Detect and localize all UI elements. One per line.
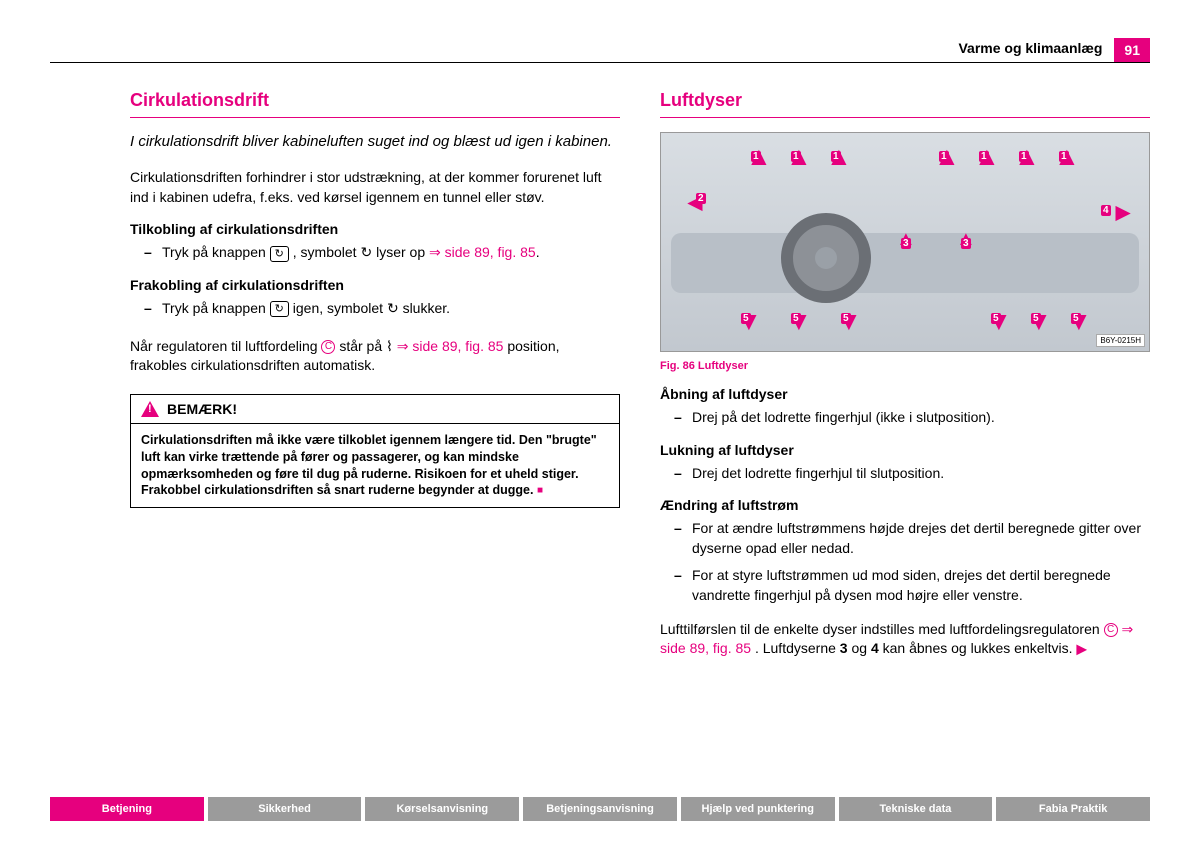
- right-item1: Drej på det lodrette fingerhjul (ikke i …: [660, 408, 1150, 428]
- regulator-c-icon: C: [1104, 623, 1118, 637]
- footer-tab[interactable]: Betjeningsanvisning: [523, 797, 677, 821]
- end-marker-icon: ■: [537, 485, 543, 496]
- vent-marker: 1: [831, 151, 841, 162]
- footer-tab[interactable]: Fabia Praktik: [996, 797, 1150, 821]
- defrost-icon: ⌇: [386, 338, 393, 354]
- vent-marker: 1: [939, 151, 949, 162]
- vent-marker: 1: [1019, 151, 1029, 162]
- cross-ref[interactable]: ⇒ side 89, fig. 85: [397, 338, 504, 354]
- vent-number: 3: [840, 640, 848, 656]
- right-title: Luftdyser: [660, 90, 1150, 118]
- warning-triangle-icon: [141, 401, 159, 417]
- vent-marker: 1: [1059, 151, 1069, 162]
- text: , symbolet: [293, 244, 361, 260]
- section-name: Varme og klimaanlæg: [958, 40, 1102, 56]
- right-sub2: Lukning af luftdyser: [660, 442, 1150, 458]
- recirc-button-icon: ↻: [270, 301, 289, 317]
- left-sub1: Tilkobling af cirkulationsdriften: [130, 221, 620, 237]
- recirc-symbol-icon: ↻: [387, 300, 399, 316]
- text: og: [851, 640, 870, 656]
- warning-header: BEMÆRK!: [131, 395, 619, 424]
- footer-tab[interactable]: Tekniske data: [839, 797, 993, 821]
- left-intro: I cirkulationsdrift bliver kabineluften …: [130, 132, 620, 152]
- regulator-c-icon: C: [321, 340, 335, 354]
- left-sub2: Frakobling af cirkulationsdriften: [130, 277, 620, 293]
- right-footnote: Lufttilførslen til de enkelte dyser inds…: [660, 620, 1150, 660]
- left-title: Cirkulationsdrift: [130, 90, 620, 118]
- warning-box: BEMÆRK! Cirkulationsdriften må ikke være…: [130, 394, 620, 509]
- page-header: Varme og klimaanlæg 91: [50, 38, 1150, 63]
- warning-body: Cirkulationsdriften må ikke være tilkobl…: [131, 424, 619, 508]
- left-column: Cirkulationsdrift I cirkulationsdrift bl…: [130, 90, 620, 771]
- warning-title: BEMÆRK!: [167, 401, 237, 417]
- left-item1: Tryk på knappen ↻ , symbolet ↻ lyser op …: [130, 243, 620, 263]
- vent-marker: 5: [841, 313, 851, 324]
- footer-tab[interactable]: Kørselsanvisning: [365, 797, 519, 821]
- vent-number: 4: [871, 640, 879, 656]
- vent-marker: 1: [791, 151, 801, 162]
- page-number: 91: [1114, 38, 1150, 62]
- figure-86: ▲ ▲ ▲ ▲ ▲ ▲ ▲ ▲ ▲ ▲ ▲ ▲ ▲ ▲ ▲ ▲ ▲ 111111…: [660, 132, 1150, 352]
- vent-marker: 3: [901, 238, 911, 249]
- footer-tab[interactable]: Sikkerhed: [208, 797, 362, 821]
- text: Cirkulationsdriften må ikke være tilkobl…: [141, 433, 597, 498]
- text: Når regulatoren til luftfordeling: [130, 338, 321, 354]
- vent-marker: 5: [741, 313, 751, 324]
- vent-marker: 5: [991, 313, 1001, 324]
- vent-marker: 5: [791, 313, 801, 324]
- recirc-symbol-icon: ↻: [360, 244, 372, 260]
- footer-tabs: BetjeningSikkerhedKørselsanvisningBetjen…: [50, 797, 1150, 821]
- right-item2: Drej det lodrette fingerhjul til slutpos…: [660, 464, 1150, 484]
- text: Tryk på knappen: [162, 244, 270, 260]
- right-item4: For at styre luftstrømmen ud mod siden, …: [660, 566, 1150, 605]
- text: Lufttilførslen til de enkelte dyser inds…: [660, 621, 1104, 637]
- text: . Luftdyserne: [755, 640, 840, 656]
- vent-marker: 1: [979, 151, 989, 162]
- text: slukker.: [403, 300, 450, 316]
- text: lyser op: [376, 244, 429, 260]
- cross-ref[interactable]: ⇒ side 89, fig. 85: [429, 244, 536, 260]
- vent-marker: 5: [1071, 313, 1081, 324]
- right-sub1: Åbning af luftdyser: [660, 386, 1150, 402]
- vent-marker: 4: [1101, 205, 1111, 216]
- right-sub3: Ændring af luftstrøm: [660, 497, 1150, 513]
- footer-tab[interactable]: Hjælp ved punktering: [681, 797, 835, 821]
- recirc-button-icon: ↻: [270, 246, 289, 262]
- vent-marker: 5: [1031, 313, 1041, 324]
- continue-marker-icon: ▶: [1076, 641, 1087, 657]
- text: kan åbnes og lukkes enkeltvis.: [883, 640, 1073, 656]
- left-para1: Cirkulationsdriften forhindrer i stor ud…: [130, 168, 620, 207]
- content-area: Cirkulationsdrift I cirkulationsdrift bl…: [130, 90, 1150, 771]
- vent-marker: 1: [751, 151, 761, 162]
- vent-marker: 2: [696, 193, 706, 204]
- right-item3: For at ændre luftstrømmens højde drejes …: [660, 519, 1150, 558]
- footer-tab[interactable]: Betjening: [50, 797, 204, 821]
- text: .: [536, 244, 540, 260]
- steering-wheel-shape: [781, 213, 871, 303]
- figure-code: B6Y-0215H: [1096, 334, 1145, 347]
- left-note: Når regulatoren til luftfordeling C står…: [130, 337, 620, 376]
- left-item2: Tryk på knappen ↻ igen, symbolet ↻ slukk…: [130, 299, 620, 319]
- right-column: Luftdyser ▲ ▲ ▲ ▲ ▲ ▲ ▲ ▲ ▲ ▲ ▲ ▲ ▲ ▲ ▲ …: [660, 90, 1150, 771]
- arrow-right-icon: ▲: [1108, 201, 1139, 227]
- text: igen, symbolet: [293, 300, 387, 316]
- text: står på: [339, 338, 386, 354]
- text: Tryk på knappen: [162, 300, 270, 316]
- vent-marker: 3: [961, 238, 971, 249]
- figure-caption: Fig. 86 Luftdyser: [660, 360, 1150, 372]
